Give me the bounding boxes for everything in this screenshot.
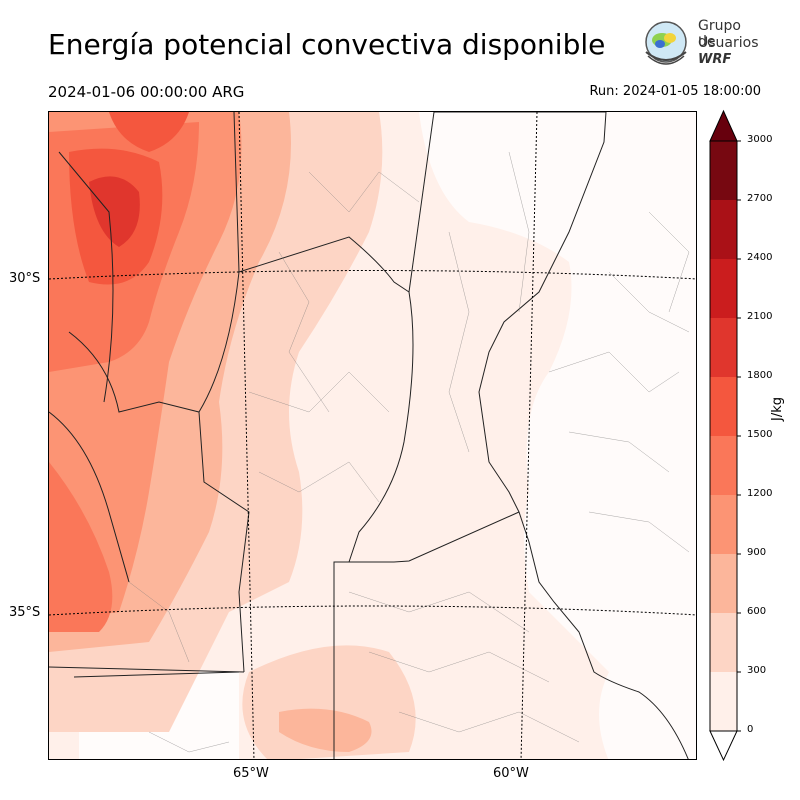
graticule: [49, 112, 696, 759]
colorbar-segment: [710, 141, 737, 200]
department-boundaries: [128, 151, 690, 753]
lat-label-30s: 30°S: [9, 271, 41, 286]
logo-line-2: Usuarios: [698, 35, 759, 51]
cape-field-1500-north: [109, 112, 189, 152]
colorbar-tick-label: 3000: [747, 134, 773, 145]
colorbar-segment: [710, 495, 737, 554]
colorbar-tick-label: 2100: [747, 311, 773, 322]
colorbar-segment: [710, 318, 737, 377]
colorbar-tick-label: 1800: [747, 370, 773, 381]
colorbar-tick-label: 600: [747, 606, 767, 617]
province-boundaries: [49, 112, 689, 759]
colorbar-tick-label: 300: [747, 665, 767, 676]
colorbar-tick-label: 2400: [747, 252, 773, 263]
lat-label-35s: 35°S: [9, 605, 41, 620]
cape-field-1800: [89, 176, 140, 247]
run-time-label: Run: 2024-01-05 18:00:00: [589, 84, 761, 99]
colorbar-segment: [710, 377, 737, 436]
colorbar-over-triangle: [709, 109, 738, 142]
cape-map: [49, 112, 696, 759]
logo-line-3: WRF: [698, 52, 732, 67]
colorbar-segment: [710, 613, 737, 672]
colorbar: [709, 109, 741, 762]
colorbar-tick-label: 0: [747, 724, 754, 735]
wrf-group-logo: Grupo de Usuarios WRF: [638, 16, 759, 72]
colorbar-segment: [710, 672, 737, 731]
colorbar-segment: [710, 554, 737, 613]
colorbar-unit-label: J/kg: [770, 397, 785, 421]
globe-logo-icon: [645, 21, 687, 65]
colorbar-tick-label: 900: [747, 547, 767, 558]
colorbar-tick-label: 1500: [747, 429, 773, 440]
colorbar-tick-label: 1200: [747, 488, 773, 499]
valid-time-label: 2024-01-06 00:00:00 ARG: [48, 83, 245, 101]
colorbar-tick-label: 2700: [747, 193, 773, 204]
map-area: [48, 111, 697, 760]
colorbar-segment: [710, 259, 737, 318]
colorbar-segment: [710, 200, 737, 259]
cape-field-1200-west: [49, 462, 113, 632]
cape-field-600-south: [279, 708, 372, 752]
chart-title: Energía potencial convectiva disponible: [48, 28, 606, 61]
lon-label-60w: 60°W: [493, 766, 529, 781]
colorbar-segment: [710, 436, 737, 495]
colorbar-under-triangle: [709, 730, 738, 762]
lon-label-65w: 65°W: [233, 766, 269, 781]
cape-field-low-east: [419, 112, 696, 759]
logo-line-1: Grupo de: [698, 18, 741, 50]
